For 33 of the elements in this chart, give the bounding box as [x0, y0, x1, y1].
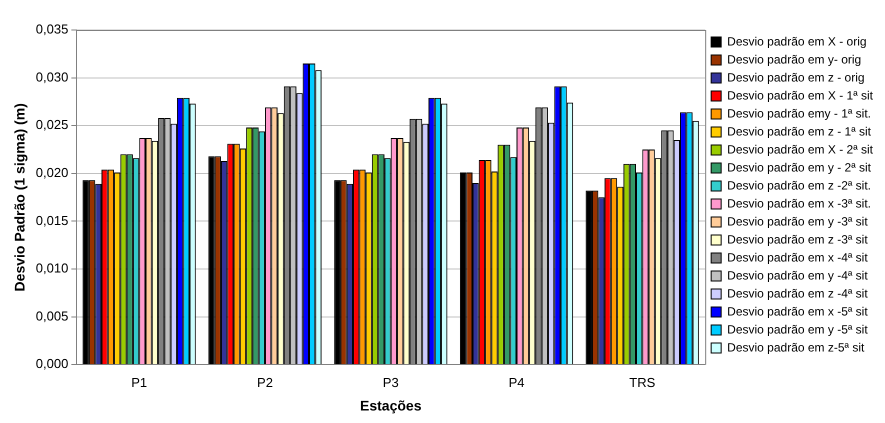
legend-label: Desvio padrão em X - 2ª sit — [727, 142, 874, 156]
legend-label: Desvio padrão em z-5ª sit — [727, 340, 865, 354]
y-tick-label: 0,025 — [36, 117, 68, 132]
legend-label: Desvio padrão em z -4ª sit — [727, 286, 868, 300]
x-tick-label: P4 — [508, 374, 524, 390]
legend-label: Desvio padrão em x -4ª sit — [727, 250, 868, 264]
y-tick-label: 0,005 — [36, 308, 68, 324]
legend-label: Desvio padrão em y- orig — [727, 52, 862, 66]
y-tick-label: 0,015 — [36, 212, 68, 228]
legend-label: Desvio padrão em y - 2ª sit — [727, 160, 872, 174]
y-tick-label: 0,020 — [36, 164, 68, 180]
y-tick-label: 0,000 — [36, 356, 68, 372]
x-tick-label: P3 — [382, 374, 399, 390]
x-tick-label: P2 — [257, 374, 273, 390]
legend-label: Desvio padrão emy - 1ª sit. — [727, 106, 872, 120]
legend-label: Desvio padrão em x -5ª sit — [727, 304, 868, 318]
legend-label: Desvio padrão em y -3ª sit — [727, 214, 868, 228]
x-tick-label: P1 — [131, 374, 148, 390]
y-tick-label: 0,030 — [36, 69, 68, 84]
legend-label: Desvio padrão em z - orig — [727, 70, 865, 84]
legend-label: Desvio padrão em z - 1ª sit — [727, 124, 872, 138]
x-tick-label: TRS — [629, 374, 656, 390]
y-axis-title: Desvio Padrão (1 sigma) (m) — [11, 103, 28, 292]
x-axis-title: Estações — [360, 397, 422, 414]
legend-label: Desvio padrão em y -4ª sit — [727, 268, 868, 282]
legend-label: Desvio padrão em X - 1ª sit — [727, 88, 874, 102]
legend-label: Desvio padrão em z -2ª sit. — [727, 178, 872, 192]
legend-label: Desvio padrão em z -3ª sit — [727, 232, 868, 246]
legend-label: Desvio padrão em y -5ª sit — [727, 322, 868, 336]
y-tick-label: 0,010 — [36, 260, 68, 276]
legend-label: Desvio padrão em X - orig — [727, 34, 867, 48]
y-tick-label: 0,035 — [36, 22, 68, 37]
legend-label: Desvio padrão em x -3ª sit. — [727, 196, 872, 210]
